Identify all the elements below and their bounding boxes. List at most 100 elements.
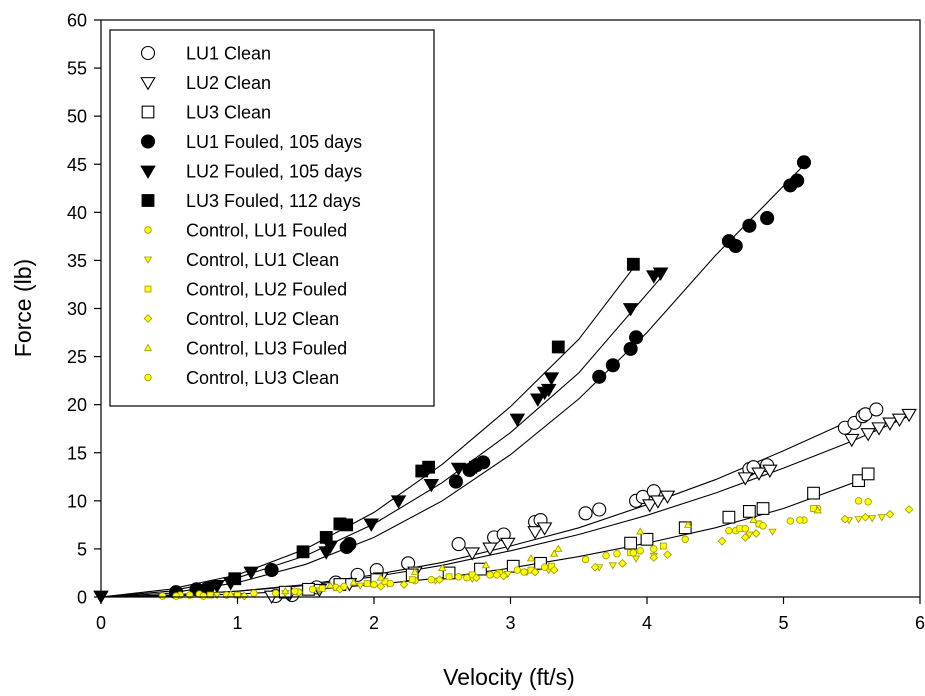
- data-point: [423, 479, 440, 493]
- data-point: [526, 554, 536, 562]
- data-point: [759, 522, 767, 530]
- legend-label: Control, LU3 Clean: [186, 368, 339, 388]
- data-point: [613, 550, 621, 558]
- y-tick-label: 25: [67, 347, 87, 367]
- data-point: [602, 551, 610, 560]
- data-point: [536, 522, 553, 536]
- data-point: [854, 497, 863, 505]
- data-point: [683, 520, 693, 528]
- data-point: [623, 341, 638, 356]
- data-point: [681, 535, 689, 543]
- x-axis-label: Velocity (ft/s): [443, 664, 575, 690]
- data-point: [408, 576, 416, 584]
- data-point: [454, 573, 463, 581]
- data-points: [93, 155, 917, 604]
- data-point: [854, 516, 863, 524]
- data-point: [861, 467, 875, 481]
- data-point: [438, 563, 447, 572]
- data-point: [891, 413, 908, 428]
- y-tick-label: 15: [67, 443, 87, 463]
- data-point: [650, 495, 666, 509]
- data-point: [728, 238, 743, 254]
- data-point: [629, 549, 638, 557]
- data-point: [530, 393, 546, 407]
- series-6: [228, 257, 640, 586]
- x-tick-label: 3: [505, 613, 515, 633]
- data-point: [486, 571, 494, 579]
- data-point: [296, 545, 310, 559]
- data-point: [543, 372, 560, 386]
- data-point: [272, 589, 280, 597]
- y-tick-label: 0: [77, 588, 87, 608]
- data-point: [206, 591, 214, 599]
- legend-marker: [144, 226, 152, 234]
- data-point: [410, 567, 420, 575]
- y-axis-label: Force (lb): [10, 259, 36, 357]
- data-point: [641, 499, 658, 513]
- data-point: [861, 512, 870, 522]
- y-tick-label: 10: [67, 491, 87, 511]
- legend-label: LU2 Fouled, 105 days: [186, 162, 362, 182]
- x-tick-label: 5: [778, 613, 788, 633]
- series-3: [278, 467, 875, 599]
- data-point: [250, 589, 258, 597]
- data-point: [509, 413, 526, 428]
- data-point: [749, 515, 758, 523]
- data-point: [363, 518, 380, 532]
- legend-marker: [144, 285, 152, 293]
- data-point: [540, 383, 557, 398]
- data-point: [592, 369, 607, 384]
- legend-marker: [141, 105, 155, 119]
- legend-label: LU3 Fouled, 112 days: [186, 191, 361, 211]
- data-point: [660, 542, 667, 550]
- data-point: [868, 515, 877, 523]
- y-tick-label: 45: [67, 155, 87, 175]
- data-point: [742, 218, 757, 233]
- data-point: [513, 566, 522, 574]
- data-point: [631, 555, 641, 563]
- data-point: [482, 542, 498, 556]
- legend-marker: [140, 165, 156, 179]
- data-point: [463, 574, 471, 582]
- data-point: [554, 544, 563, 552]
- data-point: [530, 567, 540, 577]
- data-point: [386, 579, 395, 588]
- legend-label: Control, LU2 Clean: [186, 309, 339, 329]
- data-point: [618, 558, 627, 568]
- data-point: [578, 506, 593, 521]
- data-point: [450, 462, 467, 477]
- fit-curve-5: [100, 413, 914, 598]
- data-point: [840, 514, 850, 524]
- data-point: [376, 582, 386, 591]
- data-point: [342, 537, 357, 552]
- data-point: [742, 505, 756, 518]
- data-point: [264, 563, 279, 578]
- legend-marker: [140, 45, 156, 61]
- data-point: [422, 460, 435, 474]
- y-tick-label: 40: [67, 203, 87, 223]
- data-point: [725, 526, 733, 535]
- data-point: [199, 592, 208, 600]
- data-point: [527, 526, 543, 540]
- y-tick-label: 50: [67, 107, 87, 127]
- legend-label: LU1 Fouled, 105 days: [186, 132, 362, 152]
- data-point: [636, 547, 644, 555]
- data-point: [308, 585, 317, 594]
- data-point: [319, 530, 333, 544]
- data-point: [901, 408, 917, 423]
- data-point: [786, 517, 795, 525]
- data-point: [281, 586, 290, 595]
- y-tick-label: 30: [67, 299, 87, 319]
- data-point: [663, 550, 672, 560]
- data-point: [756, 502, 770, 515]
- x-tick-label: 6: [915, 613, 925, 633]
- data-point: [722, 510, 736, 524]
- data-point: [869, 402, 884, 417]
- data-point: [652, 267, 669, 281]
- series-10: [239, 505, 914, 601]
- y-tick-label: 55: [67, 59, 87, 79]
- data-point: [636, 527, 645, 535]
- data-point: [239, 591, 249, 601]
- data-point: [751, 467, 767, 481]
